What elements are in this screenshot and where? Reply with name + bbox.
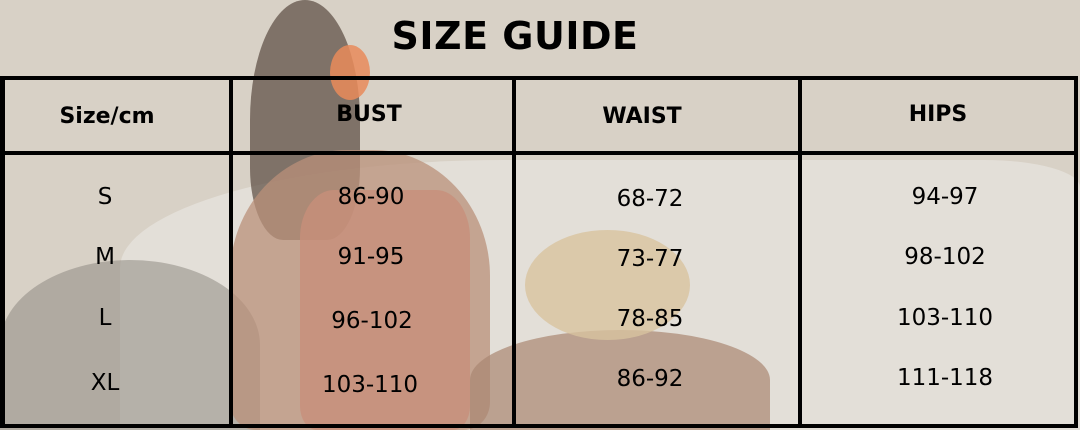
page-title: SIZE GUIDE xyxy=(391,14,639,58)
hips-xl: 111-118 xyxy=(896,365,994,391)
column-divider xyxy=(512,76,516,428)
size-table: Size/cm BUST WAIST HIPS S 86-90 68-72 94… xyxy=(0,76,1078,428)
hips-s: 94-97 xyxy=(911,184,979,210)
straw-bag xyxy=(525,230,690,340)
table-border-right xyxy=(1074,76,1078,428)
model-leg xyxy=(470,330,770,430)
size-l: L xyxy=(98,305,112,331)
hips-m: 98-102 xyxy=(904,244,986,270)
size-m: M xyxy=(95,244,115,270)
size-xl: XL xyxy=(90,370,120,396)
column-divider xyxy=(798,76,802,428)
bust-m: 91-95 xyxy=(337,244,405,270)
table-border-left xyxy=(0,76,5,428)
header-hips: HIPS xyxy=(908,102,968,127)
header-waist: WAIST xyxy=(602,104,682,129)
swimsuit xyxy=(300,190,470,430)
header-bust: BUST xyxy=(336,102,402,127)
bust-l: 96-102 xyxy=(331,308,413,334)
waist-l: 78-85 xyxy=(616,306,684,332)
bust-xl: 103-110 xyxy=(321,372,419,398)
column-divider xyxy=(229,76,233,428)
bust-s: 86-90 xyxy=(337,184,405,210)
size-s: S xyxy=(97,184,113,210)
waist-m: 73-77 xyxy=(616,246,684,272)
header-size: Size/cm xyxy=(59,104,155,129)
hips-l: 103-110 xyxy=(896,305,994,331)
table-border-bottom xyxy=(0,424,1078,428)
waist-xl: 86-92 xyxy=(616,366,684,392)
waist-s: 68-72 xyxy=(616,186,684,212)
table-border-top xyxy=(0,76,1078,80)
headphones xyxy=(330,45,370,100)
header-divider xyxy=(0,151,1078,155)
shadow xyxy=(0,260,260,430)
